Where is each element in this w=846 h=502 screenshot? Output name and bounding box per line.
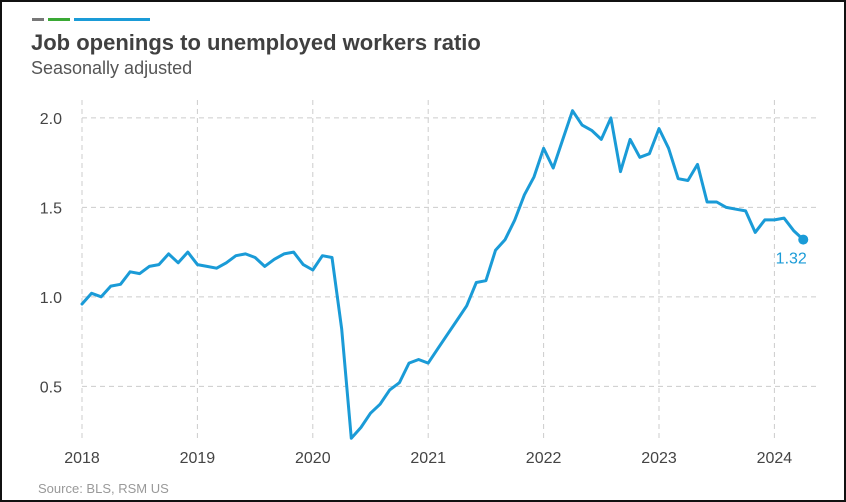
chart-title: Job openings to unemployed workers ratio: [31, 30, 481, 55]
x-tick-label: 2021: [410, 450, 446, 467]
accent-bar-gray: [32, 18, 44, 21]
x-tick-label: 2020: [295, 450, 331, 467]
x-tick-label: 2023: [641, 450, 677, 467]
chart-subtitle: Seasonally adjusted: [31, 58, 193, 78]
y-tick-label: 1.0: [40, 290, 62, 307]
x-tick-label: 2022: [526, 450, 562, 467]
accent-bar-green: [48, 18, 70, 21]
x-tick-label: 2018: [64, 450, 100, 467]
end-value-label: 1.32: [776, 251, 807, 268]
y-tick-label: 2.0: [40, 111, 62, 128]
y-tick-label: 1.5: [40, 200, 62, 217]
end-point-marker: [798, 234, 809, 245]
y-tick-label: 0.5: [40, 379, 62, 396]
x-tick-label: 2019: [180, 450, 216, 467]
x-tick-label: 2024: [757, 450, 793, 467]
source-note: Source: BLS, RSM US: [38, 481, 169, 496]
series-line: [80, 109, 805, 440]
accent-bar-blue: [74, 18, 150, 21]
